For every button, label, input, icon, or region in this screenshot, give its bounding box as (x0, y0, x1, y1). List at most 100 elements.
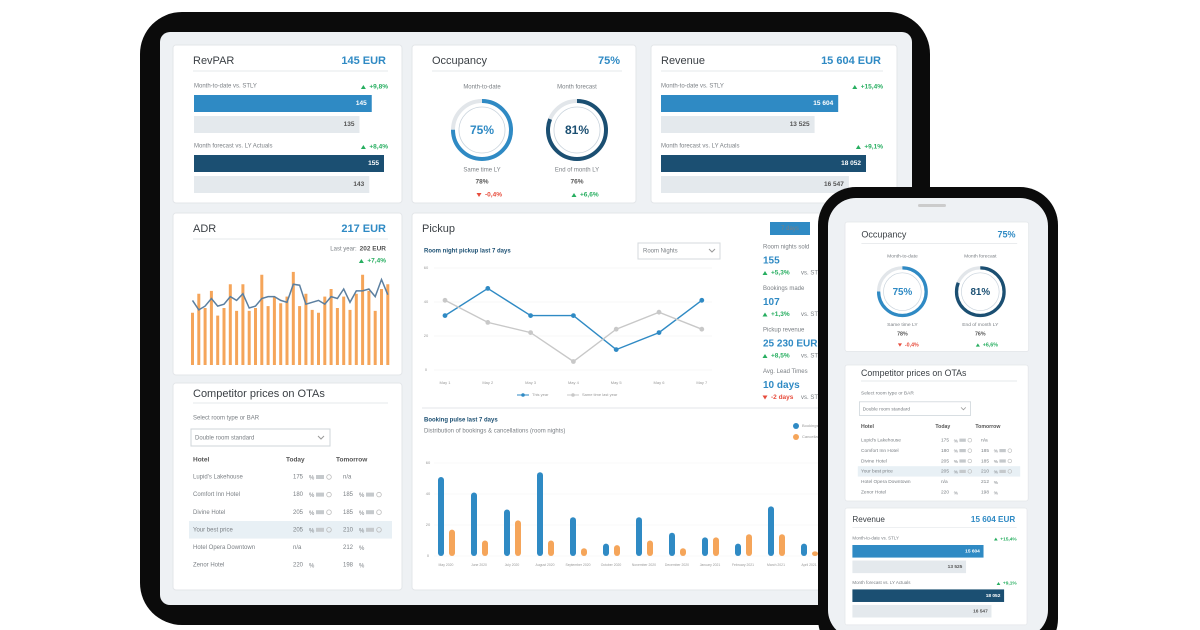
dropdown[interactable] (637, 242, 721, 260)
chart-title: Booking pulse last 7 days (424, 418, 498, 424)
bar (260, 274, 264, 365)
ota-icon (376, 509, 382, 515)
row-label: Month forecast vs. LY Actuals (852, 580, 911, 585)
price: 180 (941, 448, 949, 454)
x-tick-label: May 2020 (439, 563, 454, 567)
bar (438, 476, 444, 556)
stat-value: 107 (763, 297, 780, 308)
row-label: Month-to-date vs. STLY (661, 84, 724, 90)
period-button[interactable] (770, 222, 810, 235)
card-value: 75% (598, 55, 620, 67)
hotel-name: Divine Hotel (861, 458, 887, 464)
point (442, 297, 448, 303)
bar-label: 145 (356, 100, 367, 107)
card-value: 145 EUR (341, 55, 386, 67)
bar (216, 315, 220, 365)
card-background (172, 382, 403, 591)
change-arrow (571, 193, 577, 197)
row-label: Month-to-date vs. STLY (852, 536, 899, 541)
bar (661, 95, 839, 112)
change-indicator: -0,4% (485, 192, 502, 199)
pickup-card: Pickup 7 days Room night pickup last 7 day… (411, 212, 901, 591)
ota-icon (959, 449, 966, 453)
price: 180 (293, 492, 304, 498)
dropdown-text: Room Nights (643, 249, 678, 255)
point (699, 297, 705, 303)
bar (647, 540, 653, 556)
point (528, 313, 533, 318)
legend-label: Cancellations (802, 434, 826, 439)
bar (285, 296, 289, 365)
bar (241, 284, 245, 365)
ota-icon (376, 491, 382, 498)
bar (661, 176, 849, 193)
point (485, 320, 491, 325)
dropdown[interactable] (190, 428, 331, 447)
bar-label: 16 547 (973, 608, 988, 614)
change-arrow (855, 145, 861, 149)
bar (209, 290, 213, 365)
stat-comparison: vs. STLY (801, 312, 825, 318)
hotel-name: Comfort Inn Hotel (861, 448, 899, 454)
bar-label: 18 052 (841, 160, 861, 167)
ota-icon: % (954, 490, 959, 496)
bar (348, 309, 352, 365)
card-value: 75% (998, 229, 1016, 239)
last-year-label: Last year: (330, 247, 357, 253)
legend-dot (521, 393, 525, 397)
stat-label: Bookings made (763, 286, 805, 292)
price: 212 (343, 545, 354, 551)
bar (515, 520, 521, 556)
ota-icon: % (309, 528, 315, 534)
point (571, 359, 576, 364)
bar (380, 289, 383, 365)
change-indicator: +1,3% (771, 311, 790, 318)
bar-label: 143 (353, 181, 364, 188)
legend-label: Same time last year (582, 392, 618, 397)
revenue-card: Revenue 15 604 EUR Month-to-date vs. STLY +… (844, 507, 1028, 626)
change-arrow (993, 537, 998, 541)
gauge-arc (546, 99, 608, 161)
bar (603, 543, 609, 556)
card-title: ADR (193, 223, 216, 235)
bar-label: 16 547 (824, 181, 844, 188)
change-arrow (360, 85, 366, 89)
card-title: RevPAR (193, 55, 234, 67)
dropdown[interactable] (859, 401, 972, 416)
ota-icon (366, 527, 374, 532)
ota-icon (326, 509, 332, 515)
change-indicator: +15,4% (1000, 536, 1017, 542)
bar (298, 306, 302, 365)
ota-icon (1007, 469, 1012, 474)
hotel-name: Your best price (861, 469, 893, 475)
change-indicator: +15,4% (861, 84, 883, 91)
gauge-label: Month forecast (557, 85, 597, 91)
price: 220 (941, 489, 949, 495)
y-tick-label: 40 (424, 299, 429, 304)
gauge-value: 81% (565, 123, 589, 137)
point (613, 326, 619, 332)
point (485, 286, 491, 291)
compare-value: 78% (475, 179, 488, 186)
price: 198 (343, 563, 354, 569)
price: 220 (293, 563, 304, 569)
change-indicator: +8,5% (771, 353, 790, 360)
bar-label: 13 525 (790, 121, 810, 128)
compare-label: Same time LY (887, 322, 918, 328)
x-tick-label: April 2021 (801, 563, 816, 567)
change-arrow (996, 582, 1001, 585)
price: 185 (343, 510, 354, 516)
change-arrow (975, 343, 980, 347)
change-indicator: +7,4% (367, 258, 386, 265)
y-tick-label: 20 (426, 522, 431, 527)
point (656, 309, 662, 315)
bar (235, 310, 239, 365)
x-tick-label: May 5 (611, 380, 623, 385)
change-arrow (762, 395, 768, 400)
bar (228, 284, 232, 365)
column-header: Tomorrow (336, 457, 368, 464)
ota-icon: % (309, 493, 315, 499)
bar (768, 506, 774, 556)
hotel-name: Your best price (193, 527, 233, 533)
